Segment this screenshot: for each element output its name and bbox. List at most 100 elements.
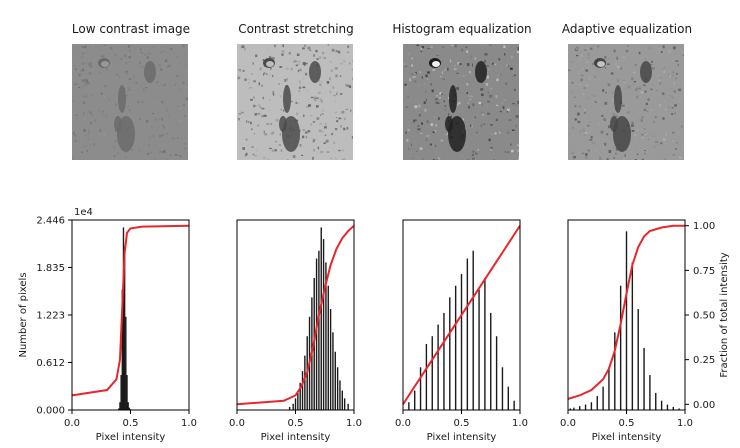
- image-speckle: [152, 59, 155, 62]
- image-speckle: [162, 124, 164, 127]
- image-speckle: [636, 95, 639, 99]
- image-speckle: [659, 102, 663, 104]
- x-tick-label: 0.5: [454, 418, 470, 429]
- image-speckle: [510, 143, 512, 146]
- image-speckle: [650, 88, 653, 91]
- image-speckle: [133, 74, 135, 78]
- image-speckle: [670, 66, 673, 70]
- image-speckle: [98, 109, 100, 112]
- image-speckle: [415, 150, 418, 152]
- image-speckle: [272, 90, 275, 94]
- image-speckle: [99, 129, 102, 132]
- image-speckle: [318, 129, 322, 132]
- image-speckle: [608, 58, 610, 60]
- image-speckle: [652, 120, 656, 124]
- image-speckle: [128, 89, 131, 91]
- image-speckle: [516, 103, 518, 107]
- image-speckle: [656, 89, 658, 92]
- image-speckle: [148, 144, 150, 146]
- image-speckle: [645, 122, 649, 126]
- image-speckle: [304, 44, 306, 47]
- image-speckle: [673, 82, 675, 85]
- image-speckle: [471, 154, 474, 156]
- image-speckle: [454, 44, 457, 48]
- image-speckle: [517, 101, 519, 104]
- image-speckle: [585, 59, 588, 62]
- image-speckle: [87, 138, 89, 141]
- image-speckle: [343, 127, 346, 131]
- image-speckle: [458, 101, 461, 105]
- image-speckle: [663, 158, 667, 160]
- image-speckle: [335, 157, 337, 160]
- histogram-bar: [573, 407, 575, 410]
- image-speckle: [148, 52, 151, 55]
- image-speckle: [138, 69, 141, 71]
- image-speckle: [603, 118, 606, 122]
- image-speckle: [329, 90, 331, 94]
- image-speckle: [351, 68, 353, 71]
- image-speckle: [437, 156, 441, 160]
- image-speckle: [299, 144, 302, 147]
- image-speckle: [668, 50, 671, 53]
- image-speckle: [675, 77, 677, 79]
- image-speckle: [443, 100, 445, 103]
- title-histogram-equalization: Histogram equalization: [392, 22, 532, 36]
- image-speckle: [302, 86, 306, 89]
- image-speckle: [606, 133, 609, 136]
- image-speckle: [584, 109, 586, 111]
- image-speckle: [182, 81, 185, 85]
- image-speckle: [616, 57, 619, 59]
- image-speckle: [261, 84, 263, 87]
- image-speckle: [185, 64, 188, 66]
- image-speckle: [422, 158, 425, 160]
- image-speckle: [186, 119, 188, 122]
- image-speckle: [73, 135, 77, 137]
- image-speckle: [468, 95, 470, 97]
- image-speckle: [245, 138, 248, 141]
- image-speckle: [602, 89, 605, 92]
- image-speckle: [470, 74, 473, 76]
- image-speckle: [583, 92, 585, 95]
- image-speckle: [411, 57, 413, 60]
- image-speckle: [255, 105, 258, 107]
- image-speckle: [507, 129, 509, 132]
- image-speckle: [346, 126, 348, 130]
- image-speckle: [505, 82, 508, 85]
- image-speckle: [604, 55, 607, 59]
- image-speckle: [168, 64, 172, 67]
- image-speckle: [321, 81, 323, 83]
- image-speckle: [264, 133, 267, 136]
- image-speckle: [436, 54, 439, 57]
- image-speckle: [495, 118, 498, 121]
- image-speckle: [271, 131, 275, 134]
- image-speckle: [151, 113, 155, 115]
- image-speckle: [125, 62, 128, 65]
- image-speckle: [430, 83, 432, 86]
- image-speckle: [641, 134, 644, 136]
- image-speckle: [662, 45, 665, 49]
- image-speckle: [84, 45, 87, 49]
- histogram-bar: [666, 404, 669, 410]
- histogram-bar: [126, 375, 128, 410]
- image-speckle: [319, 80, 321, 82]
- image-speckle: [438, 102, 440, 104]
- image-speckle: [84, 51, 88, 53]
- histogram-bar: [631, 262, 634, 410]
- image-speckle: [495, 95, 498, 98]
- image-speckle: [434, 115, 436, 119]
- image-speckle: [72, 100, 75, 102]
- image-speckle: [608, 150, 612, 153]
- image-dark-feature: [449, 85, 457, 113]
- image-speckle: [644, 150, 646, 152]
- image-speckle: [416, 44, 419, 46]
- image-speckle: [184, 147, 187, 150]
- right-y-tick-label: 0.50: [693, 311, 715, 322]
- image-speckle: [411, 64, 413, 67]
- image-speckle: [613, 157, 615, 159]
- image-speckle: [247, 121, 250, 123]
- image-speckle: [682, 54, 684, 56]
- image-speckle: [156, 81, 158, 84]
- image-speckle: [510, 67, 513, 70]
- image-speckle: [644, 152, 646, 155]
- image-speckle: [179, 107, 182, 111]
